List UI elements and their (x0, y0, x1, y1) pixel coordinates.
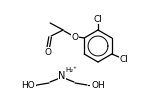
Text: N: N (58, 71, 66, 81)
Text: OH: OH (91, 81, 105, 90)
Text: O: O (45, 47, 52, 57)
Text: O: O (72, 33, 79, 42)
Text: Cl: Cl (119, 54, 128, 64)
Text: Cl: Cl (94, 15, 102, 23)
Text: H₂⁺: H₂⁺ (66, 67, 77, 73)
Text: HO: HO (21, 81, 35, 90)
